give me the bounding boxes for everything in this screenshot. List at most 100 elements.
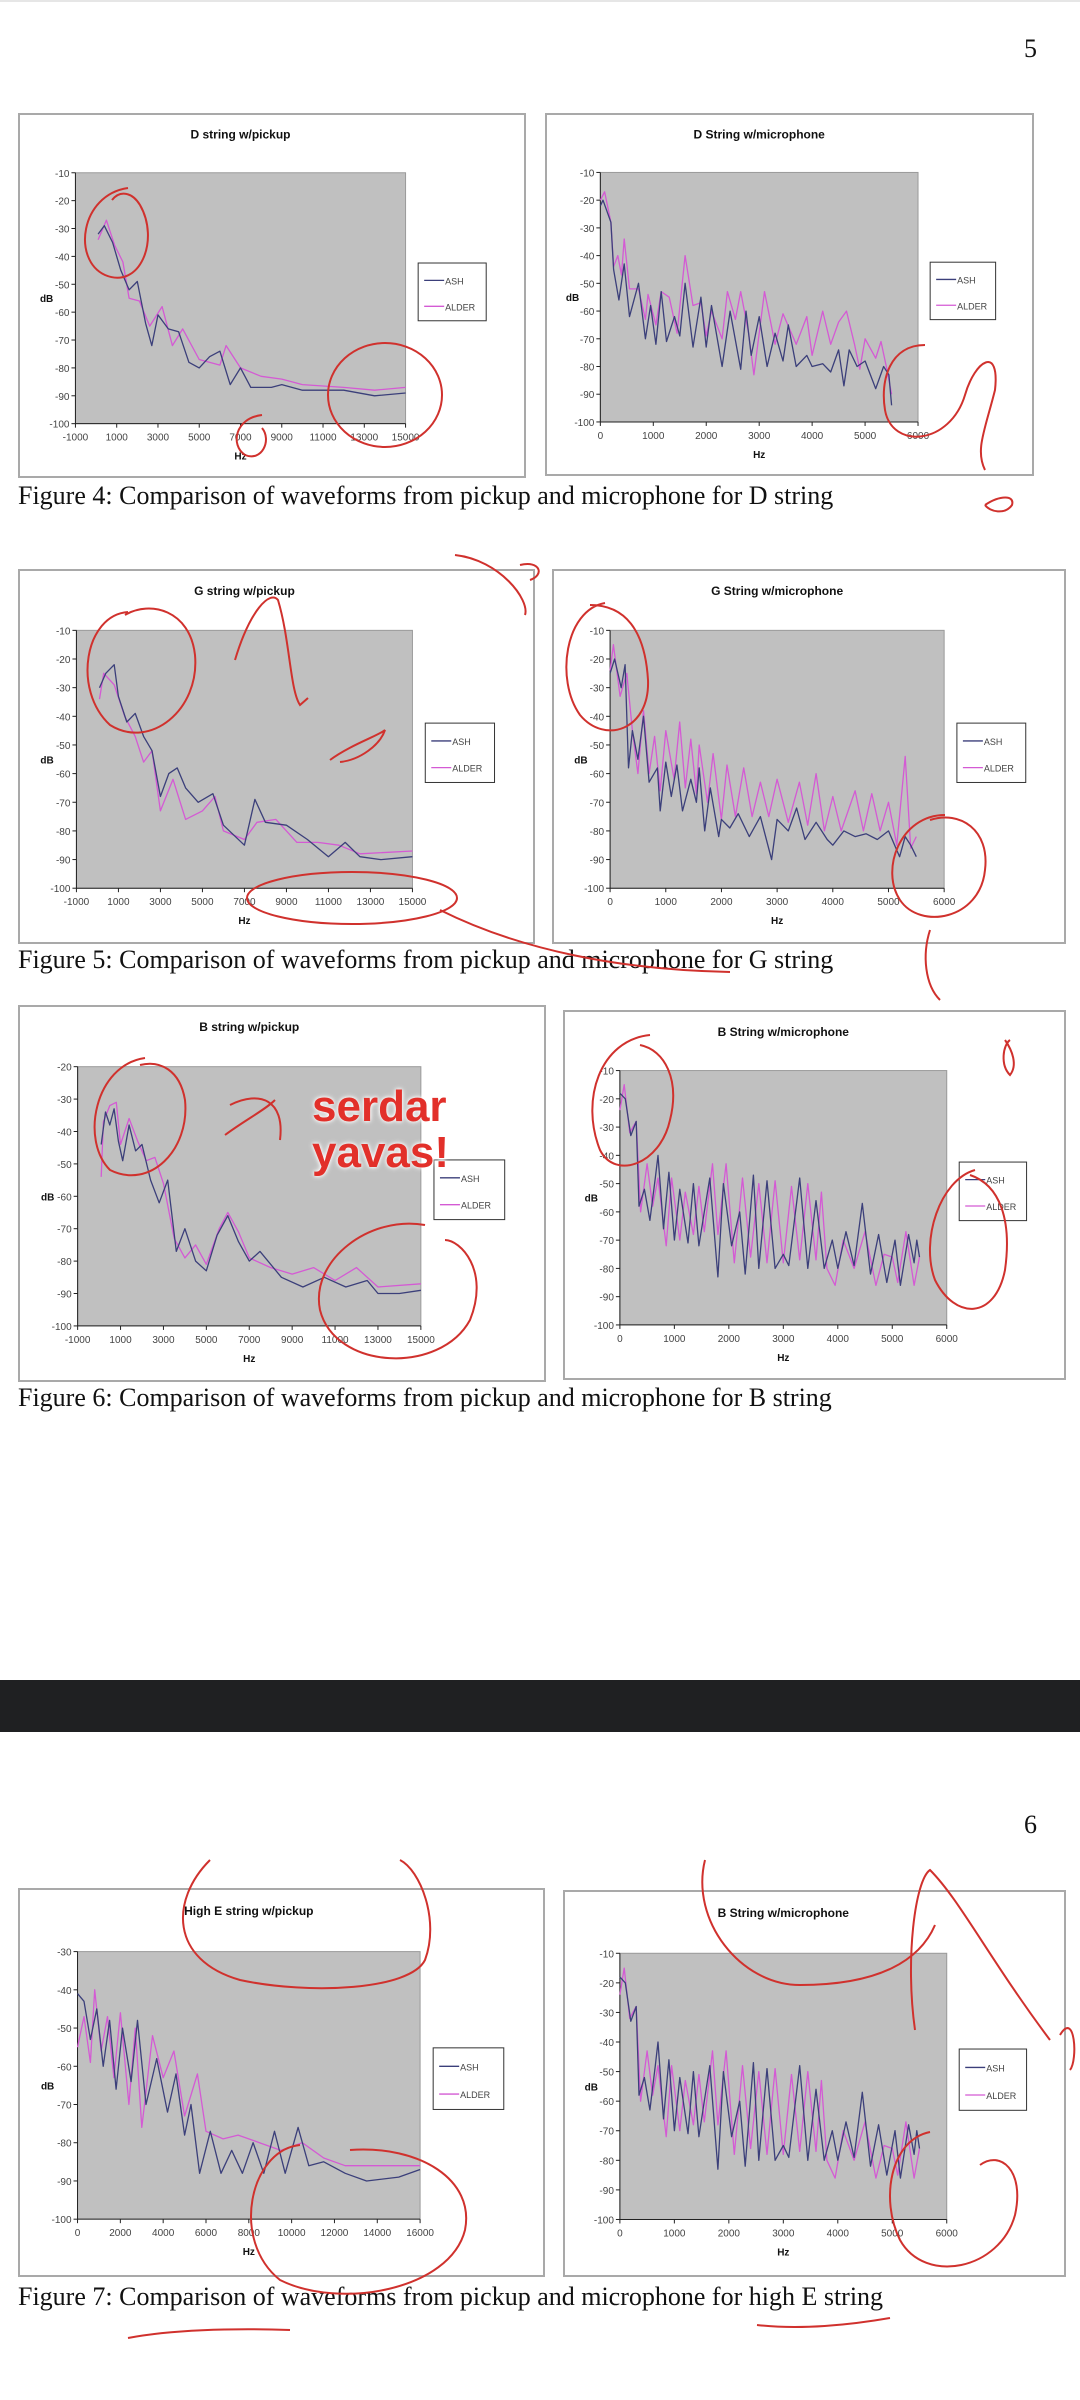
x-tick-label: 11000 <box>309 433 337 444</box>
y-tick-label: -80 <box>57 2139 72 2150</box>
x-tick-label: 5000 <box>854 431 877 442</box>
chart-svg: G string w/pickup -10 -20 -30 -40 -50 -60 -70 -8… <box>40 584 496 927</box>
plot-area <box>599 171 919 423</box>
legend-label: ALDER <box>984 764 1015 774</box>
x-tick-label: 7000 <box>229 433 252 444</box>
x-tick-label: 11000 <box>315 897 343 908</box>
y-tick-label: -10 <box>590 626 605 637</box>
legend-label: ASH <box>461 1174 480 1184</box>
y-tick-label: -80 <box>55 364 70 375</box>
x-axis-label: Hz <box>243 1354 255 1365</box>
chart-legend: ASH ALDER <box>432 2047 505 2110</box>
y-tick-label: -70 <box>57 2101 72 2112</box>
y-tick-label: -40 <box>57 1986 72 1997</box>
x-tick-label: 5000 <box>881 2228 904 2239</box>
y-tick-label: -40 <box>599 1151 614 1162</box>
y-tick-label: -80 <box>57 1257 72 1268</box>
y-tick-label: -100 <box>574 418 594 429</box>
x-tick-label: 5000 <box>188 433 211 444</box>
y-tick-label: -40 <box>580 252 595 263</box>
x-tick-label: 1000 <box>642 431 665 442</box>
y-tick-label: -80 <box>56 827 71 838</box>
x-tick-label: 9000 <box>281 1335 304 1346</box>
series-line-alder <box>609 644 917 849</box>
chart-high-e-string-pickup: High E string w/pickup -30 -40 -50 -60 -70 -80… <box>18 1888 545 2277</box>
y-tick-label: -90 <box>590 856 605 867</box>
chart-legend: ASH ALDER <box>958 1161 1028 1222</box>
series-line-alder <box>76 1989 421 2167</box>
x-tick-label: 1000 <box>663 2228 686 2239</box>
chart-b-string-pickup: B string w/pickup -20 -30 -40 -50 -60 -70 -80 -9… <box>18 1005 546 1382</box>
series-line-ash <box>97 225 406 397</box>
x-tick-label: 1000 <box>107 897 130 908</box>
plot-area <box>75 629 413 889</box>
legend-box <box>433 1159 506 1221</box>
x-axis-label: Hz <box>777 1353 789 1364</box>
page-number: 6 <box>1024 1810 1037 1839</box>
x-tick-label: 4000 <box>801 431 824 442</box>
x-tick-label: 13000 <box>350 433 378 444</box>
ink-underline <box>756 2317 891 2328</box>
legend-label: ALDER <box>452 764 483 774</box>
chart-svg: D String w/microphone -10 -20 -30 -40 -50 -60 -… <box>566 127 997 461</box>
y-tick-label: -100 <box>52 1322 72 1333</box>
x-tick-label: 7000 <box>233 897 256 908</box>
x-tick-label: 13000 <box>357 897 385 908</box>
y-tick-label: -50 <box>580 279 595 290</box>
legend-box <box>956 722 1027 783</box>
handwritten-annotation: serdar yavas! <box>312 1084 449 1176</box>
y-tick-label: -100 <box>52 2215 72 2226</box>
y-tick-label: -50 <box>590 741 605 752</box>
x-tick-label: 1000 <box>106 433 129 444</box>
legend-label: ALDER <box>957 301 988 311</box>
x-tick-label: 6000 <box>936 1334 959 1345</box>
y-tick-label: -90 <box>57 2177 72 2188</box>
series-line-alder <box>599 191 893 395</box>
x-tick-label: 9000 <box>271 433 294 444</box>
x-tick-label: 3000 <box>152 1335 175 1346</box>
x-tick-label: 2000 <box>718 2228 741 2239</box>
y-tick-label: -70 <box>55 336 70 347</box>
chart-g-string-microphone: G String w/microphone -10 -20 -30 -40 -50 -60 -… <box>552 569 1066 944</box>
chart-title: B String w/microphone <box>718 1906 850 1920</box>
legend-label: ASH <box>986 2063 1005 2073</box>
y-tick-label: -50 <box>57 1160 72 1171</box>
y-tick-label: -90 <box>599 1293 614 1304</box>
x-tick-label: 0 <box>617 2228 623 2239</box>
y-tick-label: -20 <box>56 655 71 666</box>
legend-label: ALDER <box>461 1201 492 1211</box>
x-tick-label: 3000 <box>748 431 771 442</box>
y-tick-label: -40 <box>57 1127 72 1138</box>
y-tick-label: -100 <box>50 884 70 895</box>
legend-box <box>417 262 487 322</box>
y-tick-label: -30 <box>590 684 605 695</box>
plot-area <box>609 629 945 889</box>
x-tick-label: 1000 <box>655 897 678 908</box>
y-tick-label: -40 <box>590 712 605 723</box>
y-tick-label: -30 <box>57 1095 72 1106</box>
x-tick-label: 6000 <box>907 431 930 442</box>
chart-legend: ASH ALDER <box>929 261 997 321</box>
x-tick-label: 1000 <box>109 1335 132 1346</box>
plot-area <box>77 1951 421 2220</box>
x-tick-label: 5000 <box>195 1335 218 1346</box>
x-axis-label: Hz <box>771 916 783 927</box>
y-axis-label: dB <box>40 294 53 305</box>
chart-legend: ASH ALDER <box>424 722 496 783</box>
x-tick-label: 3000 <box>147 433 170 444</box>
annotation-line: yavas! <box>312 1128 450 1177</box>
y-tick-label: -90 <box>55 392 70 403</box>
chart-d-string-pickup: D string w/pickup -10 -20 -30 -40 -50 -60 -70 -8… <box>18 113 526 478</box>
y-tick-label: -60 <box>599 1208 614 1219</box>
x-tick-label: 4000 <box>152 2228 175 2239</box>
figure-caption: Figure 4: Comparison of waveforms from p… <box>18 481 834 510</box>
y-tick-label: -60 <box>590 770 605 781</box>
x-tick-label: 8000 <box>238 2228 261 2239</box>
y-tick-label: -60 <box>57 1192 72 1203</box>
y-tick-label: -90 <box>56 856 71 867</box>
chart-title: High E string w/pickup <box>184 1904 313 1918</box>
figure-caption: Figure 6: Comparison of waveforms from p… <box>18 1383 832 1412</box>
y-tick-label: -30 <box>55 225 70 236</box>
legend-label: ALDER <box>460 2090 491 2100</box>
y-tick-label: -60 <box>56 770 71 781</box>
